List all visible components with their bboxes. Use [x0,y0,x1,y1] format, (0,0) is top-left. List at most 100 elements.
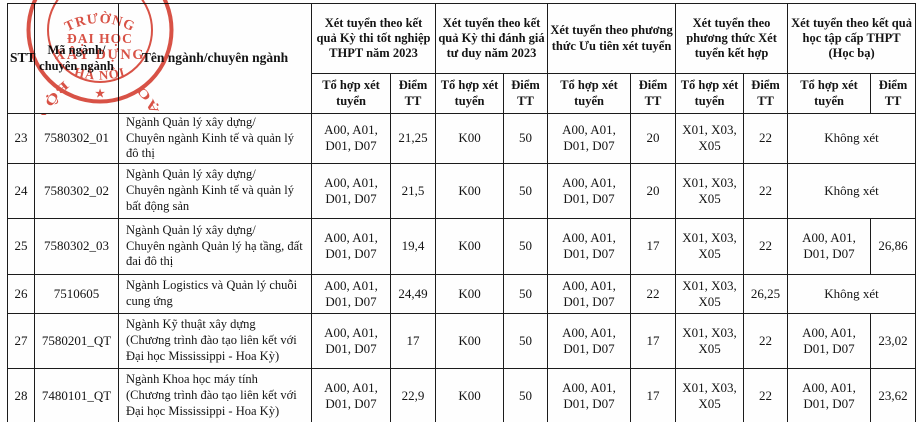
group-header-transcript: Xét tuyển theo kết quả học tập cấp THPT … [787,3,917,74]
cell-thpt-score: 24,49 [389,273,437,314]
cell-thpt-score: 21,5 [389,162,437,219]
cell-transcript-not-considered: Không xét [787,162,917,219]
cell-transcript-score: 23,02 [870,312,917,369]
cell-combined-combo: X01, X03, X05 [675,217,745,275]
table-row: 28 7480101_QT Ngành Khoa học máy tính (C… [7,367,917,422]
cell-thinking-combo: K00 [435,273,505,314]
cell-thpt-combo: A00, A01, D01, D07 [311,273,391,314]
sub-header-priority-score: Điểm TT [630,73,677,114]
cell-priority-combo: A00, A01, D01, D07 [547,162,632,219]
cell-thinking-combo: K00 [435,113,505,164]
cell-thinking-score: 50 [503,367,549,422]
cell-transcript-combo: A00, A01, D01, D07 [787,367,872,422]
cell-combined-score: 22 [743,162,789,219]
cell-stt: 26 [7,273,35,314]
sub-header-thpt-score: Điểm TT [389,73,437,114]
header-sub-row: Tổ hợp xét tuyển Điểm TT Tổ hợp xét tuyể… [8,73,917,114]
cell-priority-combo: A00, A01, D01, D07 [547,113,632,164]
sub-header-transcript-combo: Tổ hợp xét tuyển [787,73,872,114]
cell-stt: 27 [7,312,35,369]
table-row: 23 7580302_01 Ngành Quản lý xây dựng/ Ch… [7,113,917,164]
cell-priority-score: 20 [630,113,677,164]
cell-major-code: 7580302_01 [34,113,119,164]
cell-transcript-score: 23,62 [870,367,917,422]
admission-scores-table: STT Mã ngành/ chuyên ngành Tên ngành/chu… [7,3,917,422]
cell-thinking-combo: K00 [435,312,505,369]
sub-header-combined-score: Điểm TT [743,73,789,114]
col-header-stt: STT [7,3,36,114]
sub-header-combined-combo: Tổ hợp xét tuyển [675,73,745,114]
cell-thpt-combo: A00, A01, D01, D07 [311,113,391,164]
cell-priority-score: 17 [630,367,677,422]
cell-priority-combo: A00, A01, D01, D07 [547,217,632,275]
cell-transcript-not-considered: Không xét [787,273,917,314]
cell-transcript-combo: A00, A01, D01, D07 [787,312,872,369]
cell-stt: 28 [7,367,35,422]
cell-stt: 25 [7,217,35,275]
table-row: 25 7580302_03 Ngành Quản lý xây dựng/ Ch… [7,217,917,275]
cell-thinking-combo: K00 [435,367,505,422]
sub-header-thpt-combo: Tổ hợp xét tuyển [311,73,391,114]
cell-thinking-score: 50 [503,312,549,369]
col-header-major-name: Tên ngành/chuyên ngành [118,3,312,114]
cell-priority-combo: A00, A01, D01, D07 [547,367,632,422]
cell-thinking-combo: K00 [435,217,505,275]
cell-thinking-score: 50 [503,273,549,314]
cell-combined-score: 22 [743,312,789,369]
sub-header-thinking-score: Điểm TT [503,73,549,114]
cell-major-code: 7480101_QT [34,367,119,422]
cell-combined-combo: X01, X03, X05 [675,113,745,164]
cell-major-name: Ngành Quản lý xây dựng/ Chuyên ngành Quả… [118,217,312,275]
table-row: 27 7580201_QT Ngành Kỹ thuật xây dựng (C… [7,312,917,369]
cell-major-code: 7580201_QT [34,312,119,369]
group-header-priority: Xét tuyển theo phương thức Ưu tiên xét t… [547,3,677,74]
cell-priority-combo: A00, A01, D01, D07 [547,312,632,369]
cell-priority-score: 17 [630,312,677,369]
group-header-thinking-exam: Xét tuyển theo kết quả Kỳ thi đánh giá t… [435,3,549,74]
cell-major-name: Ngành Logistics và Quản lý chuỗi cung ứn… [118,273,312,314]
cell-priority-score: 22 [630,273,677,314]
sub-header-thinking-combo: Tổ hợp xét tuyển [435,73,505,114]
cell-thpt-score: 22,9 [389,367,437,422]
cell-major-code: 7580302_03 [34,217,119,275]
cell-thpt-combo: A00, A01, D01, D07 [311,312,391,369]
cell-priority-score: 20 [630,162,677,219]
cell-thpt-score: 19,4 [389,217,437,275]
cell-thpt-combo: A00, A01, D01, D07 [311,367,391,422]
header-group-row: STT Mã ngành/ chuyên ngành Tên ngành/chu… [7,3,917,114]
cell-thpt-combo: A00, A01, D01, D07 [311,217,391,275]
table-body: 23 7580302_01 Ngành Quản lý xây dựng/ Ch… [7,113,917,422]
cell-combined-combo: X01, X03, X05 [675,367,745,422]
table-header: STT Mã ngành/ chuyên ngành Tên ngành/chu… [7,3,917,114]
cell-thpt-score: 17 [389,312,437,369]
cell-major-code: 7510605 [34,273,119,314]
group-header-combined: Xét tuyển theo phương thức Xét tuyển kết… [675,3,789,74]
sub-header-transcript-score: Điểm TT [870,73,917,114]
cell-stt: 23 [7,113,35,164]
cell-major-name: Ngành Kỹ thuật xây dựng (Chương trình đà… [118,312,312,369]
cell-transcript-score: 26,86 [870,217,917,275]
cell-major-name: Ngành Quản lý xây dựng/ Chuyên ngành Kin… [118,113,312,164]
cell-transcript-combo: A00, A01, D01, D07 [787,217,872,275]
cell-priority-score: 17 [630,217,677,275]
cell-thinking-score: 50 [503,113,549,164]
cell-transcript-not-considered: Không xét [787,113,917,164]
cell-combined-score: 22 [743,113,789,164]
col-header-major-code: Mã ngành/ chuyên ngành [34,3,119,114]
cell-combined-score: 22 [743,367,789,422]
cell-major-code: 7580302_02 [34,162,119,219]
sub-header-priority-combo: Tổ hợp xét tuyển [547,73,632,114]
cell-thpt-combo: A00, A01, D01, D07 [311,162,391,219]
cell-combined-combo: X01, X03, X05 [675,162,745,219]
cell-combined-score: 26,25 [743,273,789,314]
cell-stt: 24 [7,162,35,219]
table-row: 24 7580302_02 Ngành Quản lý xây dựng/ Ch… [7,162,917,219]
cell-thinking-score: 50 [503,217,549,275]
table-row: 26 7510605 Ngành Logistics và Quản lý ch… [7,273,917,314]
cell-thinking-score: 50 [503,162,549,219]
cell-major-name: Ngành Khoa học máy tính (Chương trình đà… [118,367,312,422]
group-header-thpt-exam: Xét tuyển theo kết quả Kỳ thi tốt nghiệp… [310,3,437,74]
cell-priority-combo: A00, A01, D01, D07 [547,273,632,314]
cell-combined-score: 22 [743,217,789,275]
